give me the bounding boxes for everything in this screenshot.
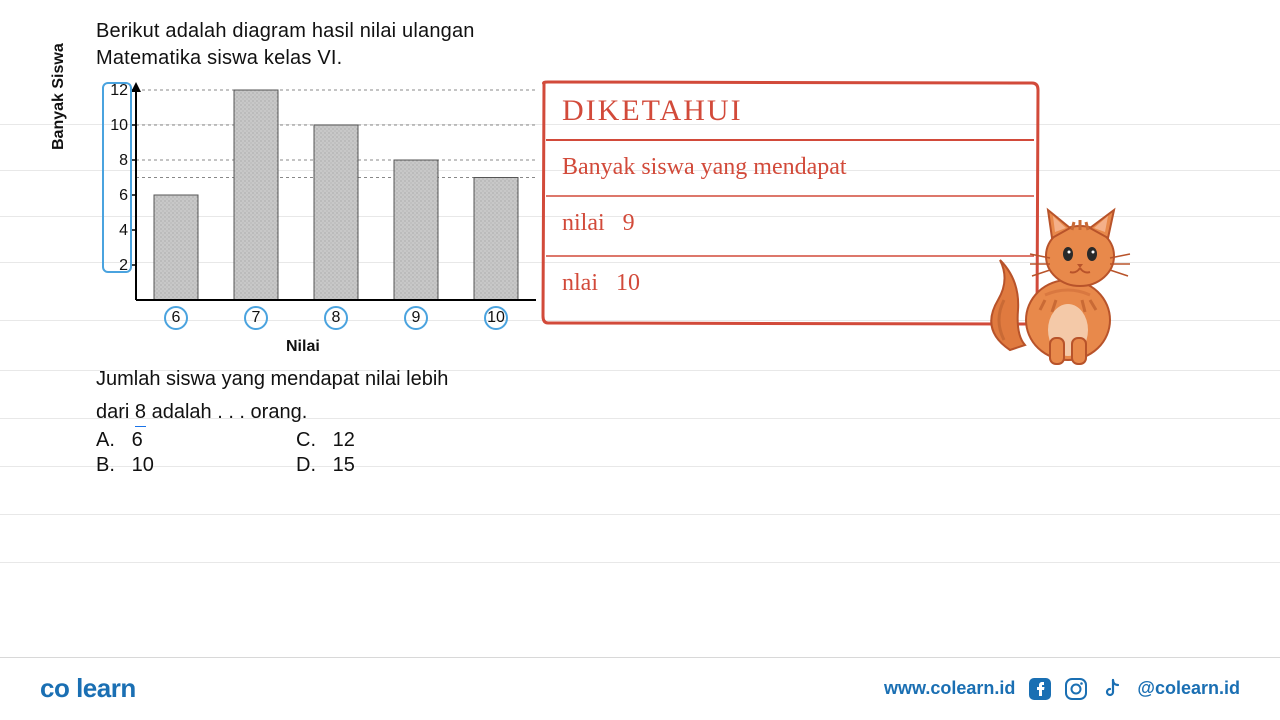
annot-line3: nlai 10 [562, 270, 640, 297]
x-label-circle [324, 306, 348, 330]
chart-xlabel: Nilai [286, 338, 320, 356]
problem-intro-line2: Matematika siswa kelas VI. [96, 45, 516, 72]
problem-intro-line1: Berikut adalah diagram hasil nilai ulang… [96, 18, 516, 45]
option-c: C. 12 [296, 429, 496, 452]
question-line2: dari 8 adalah . . . orang. [96, 399, 516, 427]
handwritten-annotation: DIKETAHUI Banyak siswa yang mendapat nil… [540, 78, 1040, 328]
footer-url: www.colearn.id [884, 678, 1015, 699]
instagram-icon [1065, 678, 1087, 700]
x-label-circle [164, 306, 188, 330]
x-label-circle [244, 306, 268, 330]
chart-ylabel: Banyak Siswa [50, 43, 68, 150]
y-axis-highlight [102, 82, 132, 273]
tiktok-icon [1101, 678, 1123, 700]
option-d: D. 15 [296, 454, 496, 477]
bar-chart: Banyak Siswa 24681012678910 Nilai [96, 80, 516, 360]
footer-divider [0, 657, 1280, 658]
annot-line2: nilai 9 [562, 210, 635, 237]
facebook-icon [1029, 678, 1051, 700]
x-label-circle [404, 306, 428, 330]
x-label-circle [484, 306, 508, 330]
cat-illustration [990, 200, 1140, 370]
colearn-logo: co learn [40, 673, 136, 704]
option-b: B. 10 [96, 454, 296, 477]
question-line1: Jumlah siswa yang mendapat nilai lebih [96, 366, 516, 393]
option-a: A. 6 [96, 429, 296, 452]
footer-handle: @colearn.id [1137, 678, 1240, 699]
annot-title: DIKETAHUI [562, 94, 743, 128]
question-threshold: 8 [135, 399, 146, 427]
answer-options: A. 6 C. 12 B. 10 D. 15 [96, 429, 516, 477]
annot-line1: Banyak siswa yang mendapat [562, 154, 847, 181]
footer: co learn www.colearn.id @colearn.id [0, 673, 1280, 704]
